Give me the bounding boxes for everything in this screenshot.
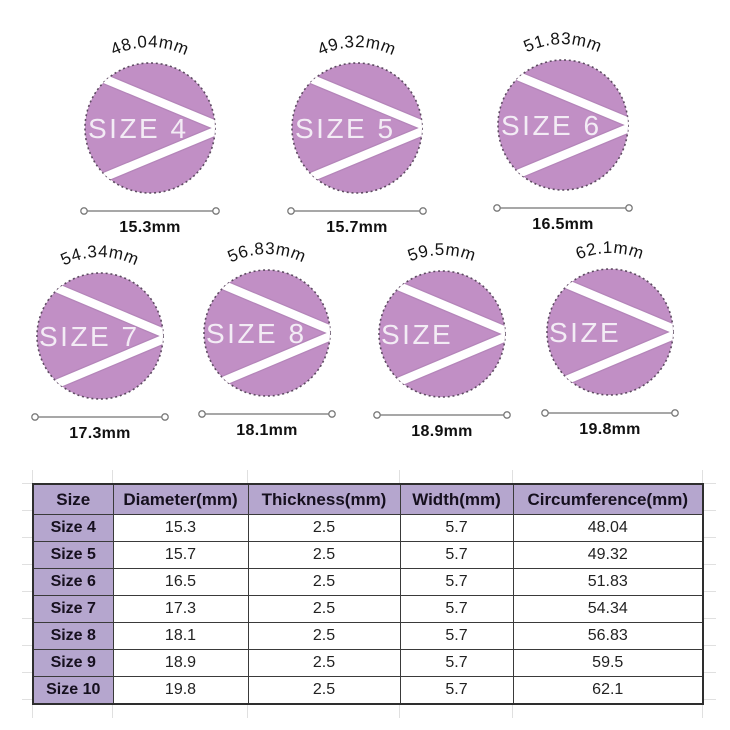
diameter-label: 18.1mm <box>236 422 297 439</box>
table-row: Size 4 15.3 2.5 5.7 48.04 <box>32 514 704 542</box>
diameter-measure-line <box>31 413 169 421</box>
size-table: Size Diameter(mm) Thickness(mm) Width(mm… <box>32 483 704 705</box>
row-header: Size 6 <box>32 568 114 596</box>
diameter-label: 15.3mm <box>119 219 180 236</box>
table-row: Size 7 17.3 2.5 5.7 54.34 <box>32 595 704 623</box>
ring-size-label: SIZE 8 <box>206 318 307 349</box>
cell: 5.7 <box>399 676 514 705</box>
table-row: Size 10 19.8 2.5 5.7 62.1 <box>32 676 704 705</box>
cell: 5.7 <box>399 514 514 542</box>
cell: 5.7 <box>399 568 514 596</box>
table-header-row: Size Diameter(mm) Thickness(mm) Width(mm… <box>32 483 704 515</box>
cell: 18.9 <box>112 649 249 677</box>
ring-size-label: SIZE 5 <box>295 113 396 144</box>
ring-size-label: SIZE <box>549 317 621 348</box>
col-header-diameter: Diameter(mm) <box>112 483 249 515</box>
cell: 15.7 <box>112 541 249 569</box>
row-header: Size 10 <box>32 676 114 705</box>
diameter-label: 17.3mm <box>69 425 130 442</box>
ring-size-4: 48.04mm SIZE 4 15.3mm <box>80 32 220 236</box>
diameter-measure-line <box>493 204 633 212</box>
circumference-label: 48.04mm <box>108 32 192 59</box>
diameter-measure-line <box>198 410 336 418</box>
cell: 2.5 <box>247 676 401 705</box>
cell: 56.83 <box>512 622 704 650</box>
col-header-width: Width(mm) <box>399 483 514 515</box>
ring-size-10: 62.1mm SIZE 19.8mm <box>541 238 679 438</box>
circumference-label: 62.1mm <box>573 238 646 263</box>
ring-size-9: 59.5mm SIZE 18.9mm <box>373 240 511 440</box>
diameter-measure-line <box>541 409 679 417</box>
diameter-label: 16.5mm <box>532 216 593 233</box>
ring-size-label: SIZE 4 <box>88 113 189 144</box>
cell: 16.5 <box>112 568 249 596</box>
col-header-thickness: Thickness(mm) <box>247 483 401 515</box>
circumference-label: 54.34mm <box>58 242 142 269</box>
ring-size-7: 54.34mm SIZE 7 17.3mm <box>31 242 169 442</box>
ring-size-label: SIZE <box>381 319 453 350</box>
diameter-measure-line <box>287 207 427 215</box>
cell: 5.7 <box>399 541 514 569</box>
cell: 19.8 <box>112 676 249 705</box>
circumference-label: 51.83mm <box>521 29 605 56</box>
row-header: Size 9 <box>32 649 114 677</box>
cell: 2.5 <box>247 541 401 569</box>
cell: 2.5 <box>247 595 401 623</box>
diameter-label: 18.9mm <box>411 423 472 440</box>
cell: 48.04 <box>512 514 704 542</box>
diameter-measure-line <box>373 411 511 419</box>
cell: 62.1 <box>512 676 704 705</box>
circumference-label: 56.83mm <box>225 239 309 266</box>
ring-size-label: SIZE 6 <box>501 110 602 141</box>
diameter-measure-line <box>80 207 220 215</box>
circumference-label: 59.5mm <box>405 240 478 265</box>
table-row: Size 6 16.5 2.5 5.7 51.83 <box>32 568 704 596</box>
ring-size-8: 56.83mm SIZE 8 18.1mm <box>198 239 336 439</box>
cell: 49.32 <box>512 541 704 569</box>
cell: 2.5 <box>247 649 401 677</box>
cell: 2.5 <box>247 514 401 542</box>
cell: 5.7 <box>399 595 514 623</box>
table-row: Size 5 15.7 2.5 5.7 49.32 <box>32 541 704 569</box>
cell: 18.1 <box>112 622 249 650</box>
cell: 51.83 <box>512 568 704 596</box>
circumference-label: 49.32mm <box>315 32 399 59</box>
table-row: Size 9 18.9 2.5 5.7 59.5 <box>32 649 704 677</box>
cell: 5.7 <box>399 622 514 650</box>
cell: 17.3 <box>112 595 249 623</box>
cell: 2.5 <box>247 568 401 596</box>
row-header: Size 4 <box>32 514 114 542</box>
cell: 59.5 <box>512 649 704 677</box>
row-header: Size 5 <box>32 541 114 569</box>
cell: 15.3 <box>112 514 249 542</box>
cell: 54.34 <box>512 595 704 623</box>
table-row: Size 8 18.1 2.5 5.7 56.83 <box>32 622 704 650</box>
ring-size-label: SIZE 7 <box>39 321 140 352</box>
diameter-label: 15.7mm <box>326 219 387 236</box>
ring-size-6: 51.83mm SIZE 6 16.5mm <box>493 29 633 233</box>
row-header: Size 7 <box>32 595 114 623</box>
diameter-label: 19.8mm <box>579 421 640 438</box>
cell: 2.5 <box>247 622 401 650</box>
col-header-size: Size <box>32 483 114 515</box>
row-header: Size 8 <box>32 622 114 650</box>
col-header-circumference: Circumference(mm) <box>512 483 704 515</box>
ring-size-5: 49.32mm SIZE 5 15.7mm <box>287 32 427 236</box>
cell: 5.7 <box>399 649 514 677</box>
